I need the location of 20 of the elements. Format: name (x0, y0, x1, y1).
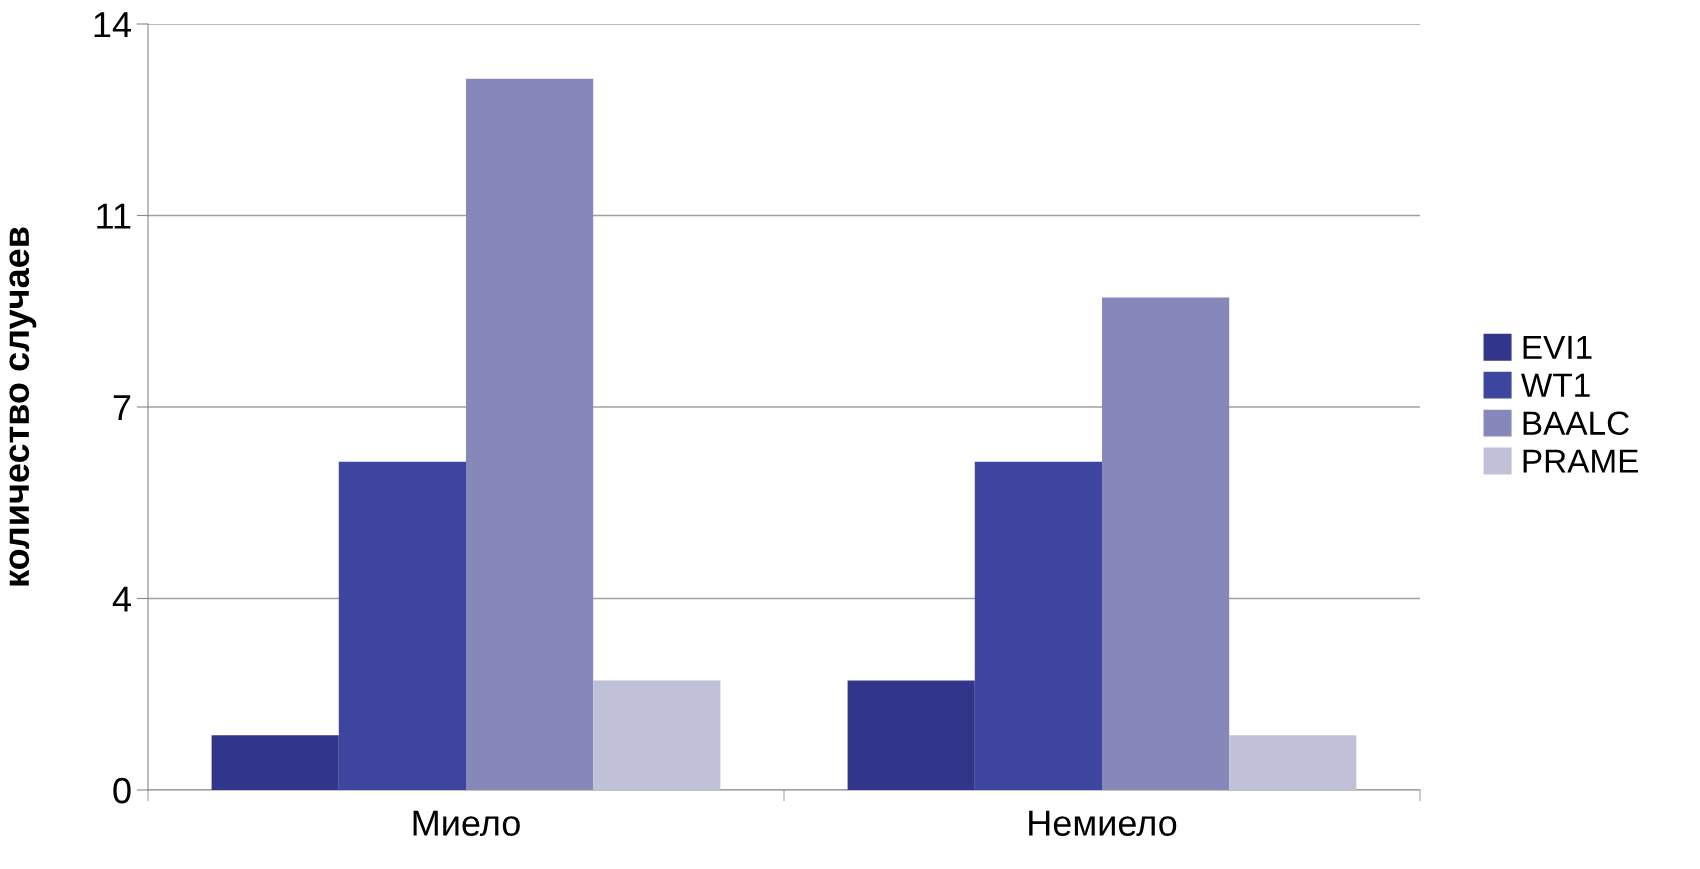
legend-label: PRAME (1523, 449, 1638, 473)
legend-label: BAALC (1523, 411, 1629, 435)
bar (1102, 297, 1230, 790)
bar (847, 680, 975, 790)
legend-label: EVI1 (1523, 335, 1592, 359)
x-tick-label: Немиело (1029, 810, 1177, 836)
bar (1229, 735, 1357, 790)
legend-label: WT1 (1521, 373, 1590, 397)
y-tick-label: 11 (97, 203, 131, 229)
bar (338, 461, 466, 790)
bar (466, 78, 594, 790)
bar (211, 735, 339, 790)
bar (593, 680, 721, 790)
bar (974, 461, 1102, 790)
y-tick-label: 4 (112, 586, 131, 612)
y-tick-label: 0 (113, 777, 131, 804)
y-axis-title: количество случаев (9, 227, 37, 586)
y-tick-label: 7 (113, 395, 131, 421)
x-tick-label: Миело (413, 810, 520, 836)
y-tick-label: 14 (94, 12, 131, 38)
